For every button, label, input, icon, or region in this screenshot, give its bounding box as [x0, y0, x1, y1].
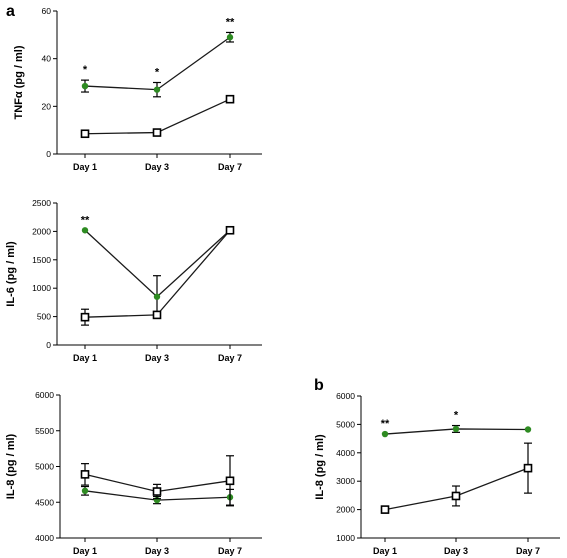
significance-marker: ** — [226, 16, 235, 28]
y-tick-label: 5500 — [35, 426, 54, 436]
data-point-square — [225, 225, 235, 235]
significance-marker: * — [155, 67, 160, 79]
series-1 — [81, 227, 234, 319]
x-tick-label: Day 3 — [145, 162, 169, 172]
x-tick-label: Day 3 — [444, 546, 468, 556]
data-point-square — [80, 470, 90, 479]
x-tick-label: Day 1 — [373, 546, 397, 556]
data-point-square — [380, 505, 390, 514]
panel-label-b: b — [314, 377, 324, 394]
series-2 — [380, 442, 533, 514]
series-line — [84, 36, 231, 91]
y-tick-label: 2000 — [336, 505, 355, 515]
data-point-circle — [81, 227, 89, 234]
y-axis-title: IL-8 (pg / ml) — [314, 434, 326, 500]
data-point-square — [152, 487, 162, 496]
y-tick-label: 60 — [42, 6, 52, 16]
series-2 — [80, 94, 235, 139]
data-point-square — [80, 312, 90, 322]
data-point-circle — [381, 430, 389, 438]
x-tick-label: Day 7 — [218, 546, 242, 556]
y-tick-label: 2500 — [32, 198, 51, 208]
data-point-square — [152, 128, 162, 137]
x-tick-label: Day 7 — [218, 353, 242, 363]
x-tick-label: Day 1 — [73, 353, 97, 363]
data-point-circle — [226, 34, 234, 41]
y-tick-label: 40 — [42, 54, 52, 64]
y-tick-label: 0 — [46, 149, 51, 159]
y-tick-label: 4000 — [336, 448, 355, 458]
y-tick-label: 500 — [37, 312, 51, 322]
series-2 — [80, 455, 235, 507]
x-tick-label: Day 1 — [73, 162, 97, 172]
data-point-square — [225, 94, 235, 104]
y-tick-label: 6000 — [336, 391, 355, 401]
x-tick-label: Day 3 — [145, 353, 169, 363]
significance-marker: * — [83, 64, 88, 76]
x-tick-label: Day 7 — [218, 162, 242, 172]
chart-3: 4000 4500 5000 5500 6000 Day 1 Day 3 Day 7 IL-8 … — [5, 390, 262, 556]
y-tick-label: 4000 — [35, 533, 54, 543]
y-tick-label: 1000 — [336, 533, 355, 543]
data-point-circle — [524, 426, 532, 433]
y-axis-title: TNFα (pg / ml) — [13, 45, 25, 119]
y-tick-label: 20 — [42, 101, 52, 111]
x-tick-label: Day 7 — [516, 546, 540, 556]
y-axis-title: IL-6 (pg / ml) — [5, 241, 17, 307]
data-point-square — [152, 310, 162, 320]
data-point-circle — [153, 293, 161, 300]
y-tick-label: 0 — [46, 340, 51, 350]
chart-4: 1000 2000 3000 4000 5000 6000 Day 1 Day 3 Day 7 I… — [314, 391, 560, 556]
y-axis-title: IL-8 (pg / ml) — [5, 433, 17, 499]
series-1 — [381, 424, 532, 438]
significance-marker: ** — [81, 214, 90, 226]
y-tick-label: 2000 — [32, 226, 51, 236]
y-tick-label: 3000 — [336, 476, 355, 486]
y-tick-label: 1500 — [32, 255, 51, 265]
series-1 — [81, 31, 234, 98]
y-tick-label: 5000 — [35, 462, 54, 472]
significance-marker: * — [454, 410, 459, 422]
panel-label-a: a — [6, 3, 15, 20]
x-tick-label: Day 3 — [145, 546, 169, 556]
data-point-square — [523, 463, 533, 473]
y-tick-label: 1000 — [32, 283, 51, 293]
data-point-square — [80, 129, 90, 139]
chart-2: 0 500 1000 1500 2000 2500 Day 1 Day 3 Day 7 IL-6 … — [5, 198, 262, 363]
y-tick-label: 4500 — [35, 497, 54, 507]
x-tick-label: Day 1 — [73, 546, 97, 556]
significance-marker: ** — [381, 418, 390, 430]
data-point-circle — [81, 487, 89, 495]
y-tick-label: 6000 — [35, 390, 54, 400]
data-point-circle — [81, 82, 89, 90]
data-point-square — [225, 476, 235, 486]
data-point-circle — [153, 86, 161, 93]
data-point-circle — [452, 425, 460, 433]
series-2 — [80, 225, 235, 326]
y-tick-label: 5000 — [336, 419, 355, 429]
data-point-square — [451, 491, 461, 501]
